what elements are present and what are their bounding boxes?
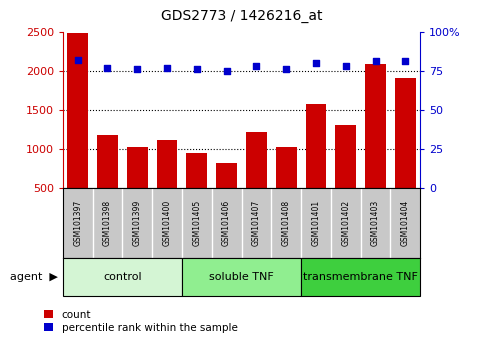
Bar	[97, 136, 118, 188]
Bar	[156, 140, 177, 188]
Text: GSM101401: GSM101401	[312, 200, 320, 246]
Bar	[186, 153, 207, 188]
Legend: count, percentile rank within the sample: count, percentile rank within the sample	[44, 310, 238, 333]
Text: GSM101407: GSM101407	[252, 200, 261, 246]
Bar	[246, 132, 267, 188]
Point	[253, 63, 260, 69]
Text: GSM101405: GSM101405	[192, 200, 201, 246]
Bar	[127, 147, 148, 188]
Text: GSM101408: GSM101408	[282, 200, 291, 246]
Text: GSM101399: GSM101399	[133, 200, 142, 246]
Point	[401, 59, 409, 64]
Text: GSM101398: GSM101398	[103, 200, 112, 246]
Text: agent  ▶: agent ▶	[10, 272, 58, 282]
Bar	[182, 258, 301, 296]
Bar	[306, 104, 327, 188]
Bar	[216, 163, 237, 188]
Point	[163, 65, 171, 70]
Text: GSM101403: GSM101403	[371, 200, 380, 246]
Bar	[63, 258, 182, 296]
Point	[282, 67, 290, 72]
Point	[133, 67, 141, 72]
Text: GDS2773 / 1426216_at: GDS2773 / 1426216_at	[161, 9, 322, 23]
Text: transmembrane TNF: transmembrane TNF	[303, 272, 418, 282]
Text: GSM101397: GSM101397	[73, 200, 82, 246]
Bar	[365, 64, 386, 188]
Bar	[335, 125, 356, 188]
Text: GSM101406: GSM101406	[222, 200, 231, 246]
Point	[104, 65, 112, 70]
Point	[342, 63, 350, 69]
Point	[312, 60, 320, 66]
Point	[223, 68, 230, 74]
Text: control: control	[103, 272, 142, 282]
Bar	[395, 78, 416, 188]
Text: GSM101400: GSM101400	[163, 200, 171, 246]
Bar	[301, 258, 420, 296]
Point	[193, 67, 201, 72]
Bar	[67, 33, 88, 188]
Text: soluble TNF: soluble TNF	[209, 272, 274, 282]
Text: GSM101404: GSM101404	[401, 200, 410, 246]
Bar	[276, 147, 297, 188]
Point	[372, 59, 380, 64]
Point	[74, 57, 82, 63]
Text: GSM101402: GSM101402	[341, 200, 350, 246]
